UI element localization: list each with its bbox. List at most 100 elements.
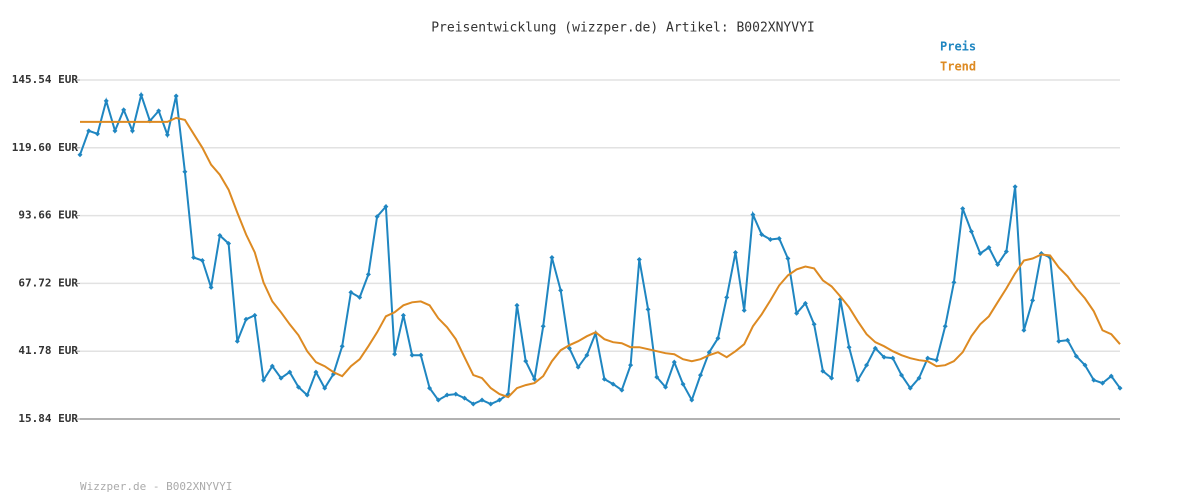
point-marker xyxy=(173,93,179,99)
point-marker xyxy=(698,372,704,378)
point-marker xyxy=(470,401,476,407)
point-marker xyxy=(313,369,319,375)
point-marker xyxy=(1030,297,1036,303)
point-marker xyxy=(540,323,546,329)
point-marker xyxy=(724,294,730,300)
point-marker xyxy=(1012,184,1018,190)
point-marker xyxy=(881,354,887,360)
point-marker xyxy=(348,289,354,295)
point-marker xyxy=(776,236,782,242)
point-marker xyxy=(916,375,922,381)
y-tick-label: 145.54 EUR xyxy=(12,73,79,86)
point-marker xyxy=(968,229,974,235)
point-marker xyxy=(514,302,520,308)
point-marker xyxy=(523,358,529,364)
point-marker xyxy=(715,335,721,341)
point-marker xyxy=(1065,337,1071,343)
point-marker xyxy=(243,316,249,322)
point-marker xyxy=(531,376,537,382)
point-marker xyxy=(496,397,502,403)
point-marker xyxy=(164,132,170,138)
point-marker xyxy=(121,107,127,113)
point-marker xyxy=(383,204,389,210)
point-marker xyxy=(129,128,135,134)
point-marker xyxy=(217,233,223,239)
point-marker xyxy=(1082,362,1088,368)
point-marker xyxy=(94,131,100,137)
point-marker xyxy=(287,369,293,375)
y-tick-label: 67.72 EUR xyxy=(18,276,78,289)
point-marker xyxy=(435,397,441,403)
point-marker xyxy=(479,397,485,403)
point-marker xyxy=(759,232,765,238)
point-marker xyxy=(182,169,188,175)
point-marker xyxy=(645,306,651,312)
point-marker xyxy=(138,92,144,98)
point-marker xyxy=(1021,327,1027,333)
point-marker xyxy=(960,206,966,212)
point-marker xyxy=(846,344,852,350)
point-marker xyxy=(767,237,773,243)
point-marker xyxy=(392,351,398,357)
point-marker xyxy=(575,364,581,370)
point-marker xyxy=(794,310,800,316)
point-marker xyxy=(1056,338,1062,344)
y-tick-label: 93.66 EUR xyxy=(18,209,78,222)
point-marker xyxy=(322,385,328,391)
point-marker xyxy=(890,355,896,361)
point-marker xyxy=(156,108,162,114)
point-marker xyxy=(261,377,267,383)
point-marker xyxy=(872,345,878,351)
point-marker xyxy=(785,255,791,261)
point-marker xyxy=(671,359,677,365)
point-marker xyxy=(295,384,301,390)
point-marker xyxy=(925,355,931,361)
point-marker xyxy=(601,376,607,382)
point-marker xyxy=(1003,248,1009,254)
point-marker xyxy=(462,395,468,401)
point-marker xyxy=(750,212,756,218)
series-line xyxy=(79,91,1121,406)
point-marker xyxy=(357,294,363,300)
y-tick-label: 41.78 EUR xyxy=(18,344,78,357)
point-marker xyxy=(488,401,494,407)
point-marker xyxy=(907,385,913,391)
point-marker xyxy=(252,312,258,318)
point-marker xyxy=(680,381,686,387)
point-marker xyxy=(1100,380,1106,386)
point-marker xyxy=(619,387,625,393)
chart-title: Preisentwicklung (wizzper.de) Artikel: B… xyxy=(431,21,815,36)
point-marker xyxy=(951,279,957,285)
point-marker xyxy=(1091,377,1097,383)
point-marker xyxy=(899,372,905,378)
point-marker xyxy=(636,256,642,262)
point-marker xyxy=(400,312,406,318)
point-marker xyxy=(112,128,118,134)
point-marker xyxy=(226,241,232,247)
point-marker xyxy=(304,392,310,398)
point-marker xyxy=(610,381,616,387)
point-marker xyxy=(77,152,83,158)
point-marker xyxy=(820,368,826,374)
point-marker xyxy=(444,392,450,398)
point-marker xyxy=(453,391,459,397)
point-marker xyxy=(802,300,808,306)
point-marker xyxy=(654,374,660,380)
legend-label: Preis xyxy=(940,40,976,54)
point-marker xyxy=(558,287,564,293)
point-marker xyxy=(933,357,939,363)
point-marker xyxy=(1117,385,1123,391)
point-marker xyxy=(208,284,214,290)
point-marker xyxy=(689,397,695,403)
point-marker xyxy=(811,321,817,327)
point-marker xyxy=(103,98,109,104)
point-marker xyxy=(427,385,433,391)
point-marker xyxy=(741,307,747,313)
point-marker xyxy=(1073,353,1079,359)
point-marker xyxy=(234,338,240,344)
point-marker xyxy=(663,384,669,390)
point-marker xyxy=(365,271,371,277)
point-marker xyxy=(732,250,738,256)
series-line xyxy=(80,116,1121,399)
